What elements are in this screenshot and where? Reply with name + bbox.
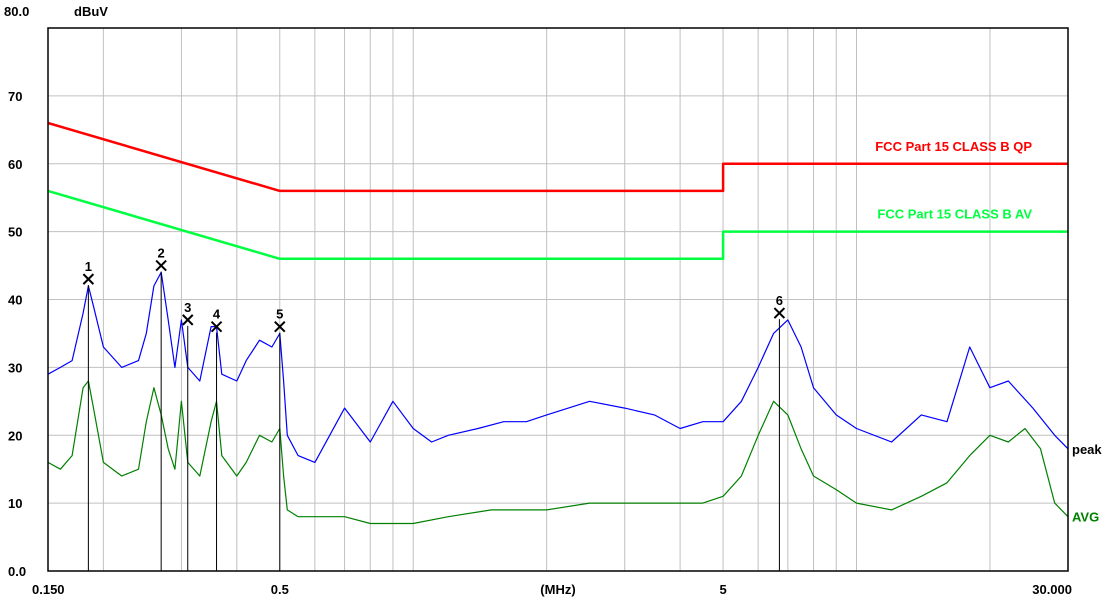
marker-x [182, 314, 194, 326]
series-line [47, 121, 1068, 193]
axes [47, 27, 1069, 572]
marker-x [82, 273, 95, 285]
peak-markers: 1 2 3 4 5 6 [82, 246, 786, 571]
series-line [47, 189, 1068, 261]
y-tick-label: 0.0 [8, 564, 26, 579]
marker-x [155, 259, 167, 272]
legend-avg: AVG [1072, 510, 1099, 525]
legend-av-limit: FCC Part 15 CLASS B AV [877, 207, 1032, 222]
marker-x [210, 320, 223, 333]
y-tick-label: 30 [8, 360, 22, 375]
x-tick-label: 0.5 [271, 582, 289, 597]
x-tick-label: 0.150 [32, 582, 65, 597]
limit-lines [47, 121, 1068, 261]
y-tick-label: 20 [8, 428, 22, 443]
x-tick-label: 5 [719, 582, 726, 597]
marker-label: 4 [213, 307, 221, 322]
labels: 0.0 10 20 30 40 50 60 70 80.0 dBuV 0.150 0.5 5 30.000… [4, 4, 1102, 597]
series-line [47, 380, 1069, 525]
x-tick-label: 30.000 [1032, 582, 1072, 597]
marker-x [274, 320, 286, 333]
y-tick-label: 50 [8, 225, 22, 240]
marker-x [773, 307, 786, 319]
x-axis-label: (MHz) [540, 582, 575, 597]
y-axis-label: dBuV [74, 4, 108, 19]
marker-label: 2 [158, 246, 165, 261]
grid [48, 27, 1068, 572]
y-tick-label: 60 [8, 157, 22, 172]
marker-label: 1 [85, 259, 92, 274]
marker-label: 6 [776, 293, 783, 308]
marker-label: 3 [184, 300, 191, 315]
measurement-traces [47, 271, 1069, 525]
legend-qp-limit: FCC Part 15 CLASS B QP [875, 139, 1032, 154]
y-tick-label: 10 [8, 496, 22, 511]
y-tick-label: 80.0 [4, 4, 29, 19]
y-tick-label: 70 [8, 89, 22, 104]
series-line [47, 271, 1069, 463]
y-tick-label: 40 [8, 293, 22, 308]
marker-label: 5 [276, 307, 283, 322]
plot-frame [47, 27, 1069, 572]
legend-peak: peak [1072, 442, 1102, 457]
